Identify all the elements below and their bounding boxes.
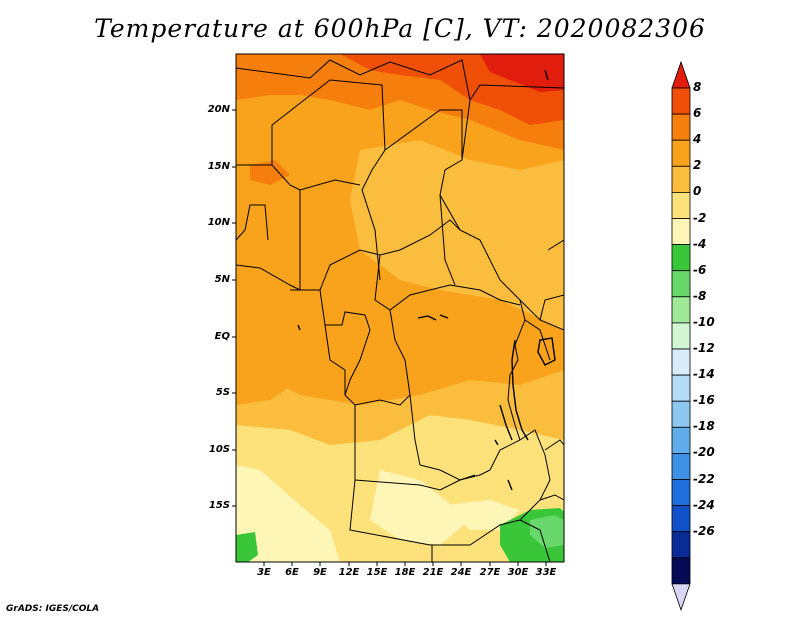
credit-text: GrADS: IGES/COLA <box>6 604 99 614</box>
colorbar-swatch <box>672 375 690 401</box>
colorbar-swatch <box>672 271 690 297</box>
colorbar-swatch <box>672 506 690 532</box>
colorbar-swatch <box>672 349 690 375</box>
colorbar-label: -24 <box>693 498 715 512</box>
colorbar-label: 0 <box>693 184 701 198</box>
colorbar-label: 8 <box>693 80 701 94</box>
colorbar-label: -6 <box>693 263 706 277</box>
colorbar-swatch <box>672 140 690 166</box>
colorbar-label: -12 <box>693 341 715 355</box>
colorbar-swatch <box>672 192 690 218</box>
colorbar-bottom-triangle <box>672 584 690 610</box>
colorbar-label: -16 <box>693 393 715 407</box>
colorbar-swatch <box>672 297 690 323</box>
colorbar-swatch <box>672 219 690 245</box>
colorbar-swatch <box>672 480 690 506</box>
colorbar-label: -8 <box>693 289 706 303</box>
colorbar-swatch <box>672 401 690 427</box>
colorbar-swatch <box>672 166 690 192</box>
colorbar-label: 6 <box>693 106 701 120</box>
colorbar-swatch <box>672 532 690 558</box>
colorbar-label: 4 <box>693 132 701 146</box>
colorbar-swatch <box>672 427 690 453</box>
colorbar-swatch <box>672 114 690 140</box>
colorbar-swatch <box>672 453 690 479</box>
colorbar-top-triangle <box>672 62 690 88</box>
colorbar-label: -22 <box>693 472 715 486</box>
colorbar-label: -20 <box>693 445 715 459</box>
colorbar-swatch <box>672 558 690 584</box>
colorbar-swatch <box>672 245 690 271</box>
colorbar-label: -26 <box>693 524 715 538</box>
colorbar-label: -18 <box>693 419 715 433</box>
colorbar-label: -14 <box>693 367 715 381</box>
colorbar-swatch <box>672 88 690 114</box>
colorbar-swatch <box>672 323 690 349</box>
colorbar-label: 2 <box>693 158 701 172</box>
colorbar-label: -10 <box>693 315 715 329</box>
colorbar-label: -4 <box>693 237 706 251</box>
colorbar-label: -2 <box>693 211 706 225</box>
